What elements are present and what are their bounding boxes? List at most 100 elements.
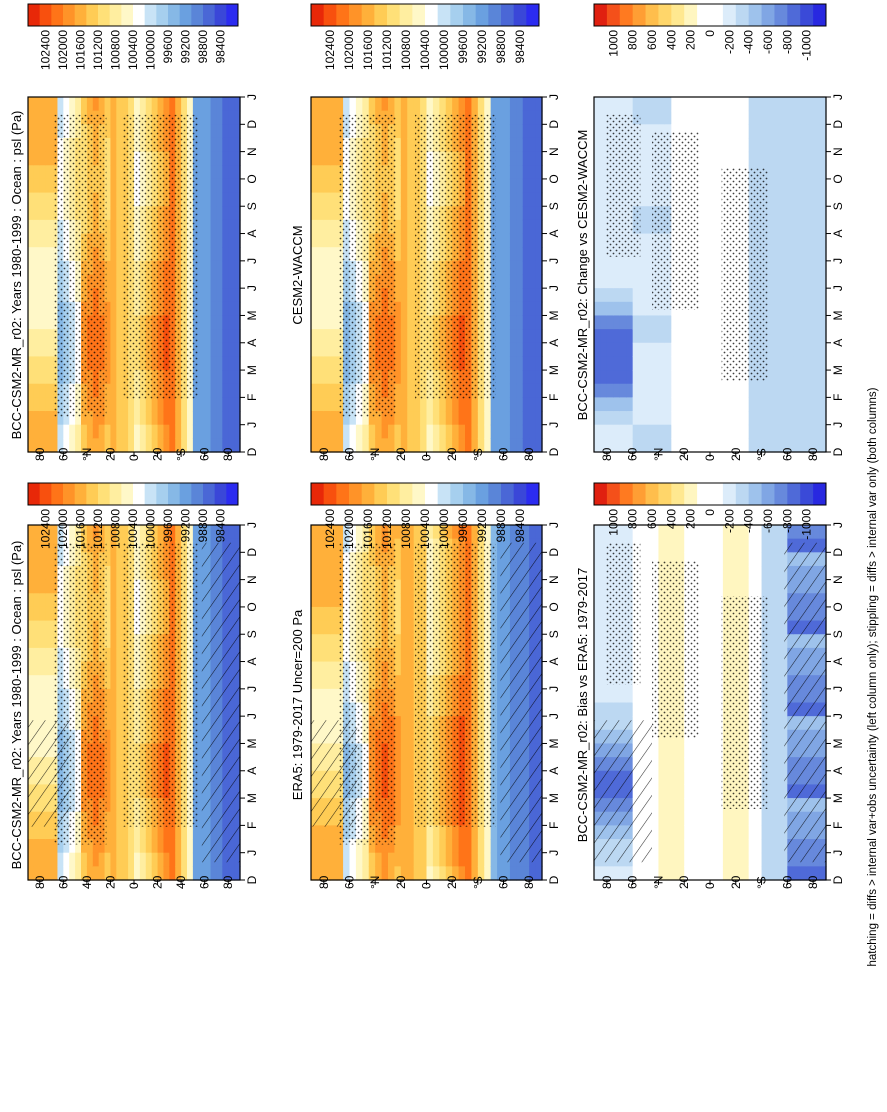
heatmap-cell	[768, 97, 776, 112]
heatmap-cell	[28, 315, 35, 330]
heatmap-cell	[535, 219, 543, 235]
heatmap-cell	[690, 342, 698, 358]
heatmap-cell	[394, 424, 402, 439]
heatmap-cell	[394, 438, 402, 453]
heatmap-cell	[509, 97, 517, 112]
heatmap-cell	[198, 110, 206, 125]
colorbar-tick-label: 1000	[606, 30, 620, 57]
heatmap-cell	[104, 579, 112, 594]
heatmap-cell	[497, 151, 505, 166]
heatmap-cell	[187, 866, 194, 881]
heatmap-cell	[116, 274, 123, 289]
heatmap-cell	[394, 206, 402, 221]
heatmap-cell	[420, 852, 428, 867]
heatmap-cell	[400, 356, 408, 371]
heatmap-cell	[787, 219, 795, 235]
heatmap-cell	[722, 110, 730, 125]
heatmap-cell	[432, 525, 440, 540]
heatmap-cell	[710, 219, 718, 235]
heatmap-cell	[69, 438, 76, 453]
heatmap-cell	[116, 620, 123, 635]
heatmap-cell	[330, 661, 338, 676]
colorbar-tick-label: 98800	[494, 30, 508, 64]
heatmap-cell	[619, 301, 627, 317]
heatmap-cell	[163, 411, 170, 426]
heatmap-cell	[145, 525, 153, 540]
heatmap-cell	[336, 852, 344, 867]
heatmap-cell	[626, 288, 634, 303]
x-tick-label: M	[831, 310, 845, 320]
heatmap-cell	[33, 702, 41, 717]
heatmap-cell	[755, 97, 763, 112]
heatmap-cell	[311, 383, 319, 398]
heatmap-cell	[716, 301, 724, 317]
x-tick-label: F	[245, 822, 259, 829]
heatmap-cell	[375, 852, 383, 867]
heatmap-cell	[813, 329, 821, 344]
heatmap-cell	[222, 397, 229, 412]
heatmap-cell	[768, 219, 776, 235]
heatmap-cell	[600, 124, 608, 139]
colorbar-tick-label: 100000	[437, 30, 451, 70]
heatmap-cell	[116, 383, 123, 398]
heatmap-cell	[613, 97, 621, 112]
heatmap-cell	[317, 233, 325, 248]
heatmap-cell	[216, 315, 223, 330]
heatmap-cell	[800, 329, 808, 344]
heatmap-cell	[39, 315, 47, 330]
heatmap-cell	[407, 852, 415, 867]
heatmap-cell	[45, 661, 53, 676]
colorbar-swatch	[361, 4, 375, 26]
heatmap-cell	[57, 525, 64, 540]
heatmap-cell	[198, 233, 206, 248]
heatmap-cell	[57, 424, 64, 439]
heatmap-cell	[204, 301, 212, 317]
heatmap-cell	[471, 397, 479, 412]
heatmap-cell	[509, 151, 517, 166]
y-tick-label: 80	[600, 447, 614, 461]
heatmap-cell	[703, 192, 711, 207]
heatmap-cell	[780, 301, 788, 317]
heatmap-cell	[452, 866, 460, 881]
heatmap-cell	[311, 397, 319, 412]
heatmap-cell	[690, 370, 698, 385]
heatmap-cell	[323, 606, 331, 622]
heatmap-cell	[394, 110, 402, 125]
heatmap-cell	[684, 110, 692, 125]
heatmap-cell	[619, 329, 627, 344]
heatmap-cell	[151, 411, 159, 426]
heatmap-cell	[198, 247, 206, 262]
heatmap-cell	[697, 424, 705, 439]
heatmap-cell	[471, 525, 479, 540]
heatmap-cell	[413, 397, 421, 412]
heatmap-cell	[362, 852, 370, 867]
heatmap-cell	[787, 342, 795, 358]
heatmap-cell	[33, 525, 41, 540]
heatmap-cell	[535, 383, 543, 398]
heatmap-cell	[600, 383, 608, 398]
heatmap-cell	[606, 260, 614, 276]
heatmap-cell	[163, 852, 170, 867]
heatmap-cell	[613, 329, 621, 344]
heatmap-cell	[458, 97, 466, 112]
heatmap-cell	[703, 206, 711, 221]
heatmap-cell	[735, 438, 743, 453]
heatmap-cell	[181, 424, 188, 439]
heatmap-cell	[336, 438, 344, 453]
heatmap-cell	[697, 411, 705, 426]
heatmap-cell	[45, 315, 53, 330]
heatmap-cell	[86, 852, 94, 867]
x-tick-label: D	[831, 447, 845, 456]
heatmap-cell	[671, 329, 679, 344]
heatmap-cell	[234, 370, 241, 385]
heatmap-cell	[613, 274, 621, 289]
heatmap-cell	[800, 260, 808, 276]
heatmap-cell	[81, 839, 88, 854]
colorbar-tick-label: -1000	[800, 30, 814, 61]
y-tick-label: 40	[174, 875, 188, 889]
heatmap-cell	[400, 743, 408, 758]
heatmap-cell	[535, 124, 543, 139]
heatmap-cell	[735, 110, 743, 125]
heatmap-cell	[192, 97, 200, 112]
heatmap-cell	[104, 538, 112, 553]
